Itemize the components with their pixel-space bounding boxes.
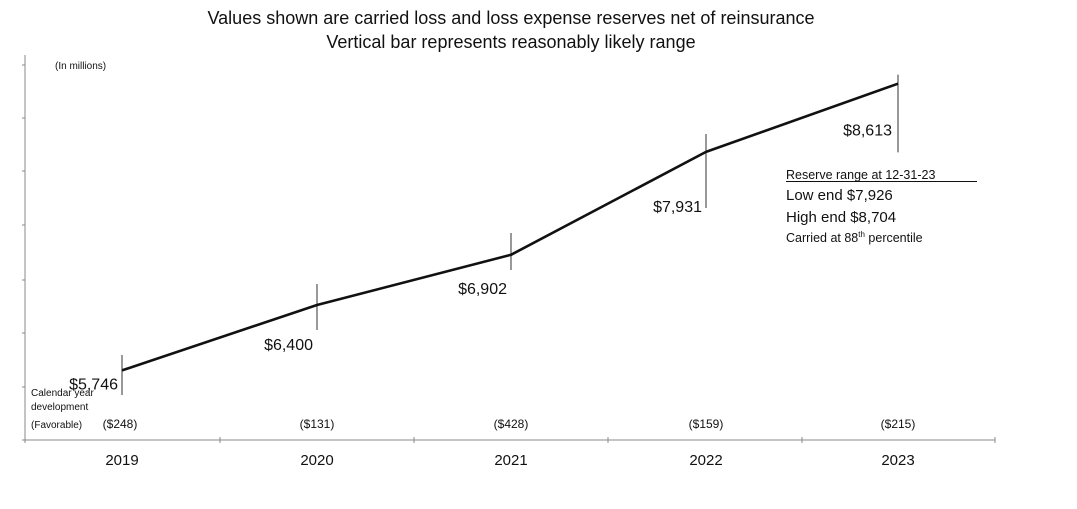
value-label-2023: $8,613	[843, 123, 892, 140]
development-value-2022: ($159)	[689, 417, 724, 431]
range-bars	[121, 74, 899, 395]
x-tick-label-2022: 2022	[689, 452, 722, 469]
development-label-line3: (Favorable)	[31, 420, 82, 431]
development-value-2020: ($131)	[300, 417, 335, 431]
chart-title-line1: Values shown are carried loss and loss e…	[208, 8, 815, 28]
x-tick-label-2020: 2020	[300, 452, 333, 469]
carried-superscript: th	[858, 230, 865, 239]
value-label-2022: $7,931	[653, 199, 702, 216]
chart-title-line2: Vertical bar represents reasonably likel…	[326, 32, 695, 52]
reserve-range-heading: Reserve range at 12-31-23	[786, 168, 935, 182]
development-value-2019: ($248)	[103, 417, 138, 431]
development-label-line2: development	[31, 402, 88, 413]
development-values: ($248) ($131) ($428) ($159) ($215)	[103, 417, 916, 431]
development-value-2023: ($215)	[881, 417, 916, 431]
x-tick-label-2021: 2021	[494, 452, 527, 469]
development-value-2021: ($428)	[494, 417, 529, 431]
reserve-range-carried: Carried at 88th percentile	[786, 230, 923, 245]
x-tick-label-2019: 2019	[105, 452, 138, 469]
reserve-range-box: Reserve range at 12-31-23 Low end $7,926…	[786, 168, 977, 245]
value-label-2019: $5,746	[69, 376, 118, 393]
value-label-2021: $6,902	[458, 281, 507, 298]
reserve-range-high: High end $8,704	[786, 209, 896, 226]
axis-ticks	[22, 64, 996, 443]
development-label-line1: Calendar year	[31, 388, 94, 399]
x-tick-labels: 2019 2020 2021 2022 2023	[105, 452, 914, 469]
value-labels: $5,746 $6,400 $6,902 $7,931 $8,613	[69, 123, 892, 394]
development-label: Calendar year development (Favorable)	[31, 388, 94, 431]
x-tick-label-2023: 2023	[881, 452, 914, 469]
series-line	[121, 82, 899, 372]
units-label: (In millions)	[55, 61, 106, 72]
reserve-range-low: Low end $7,926	[786, 187, 893, 204]
value-label-2020: $6,400	[264, 337, 313, 354]
